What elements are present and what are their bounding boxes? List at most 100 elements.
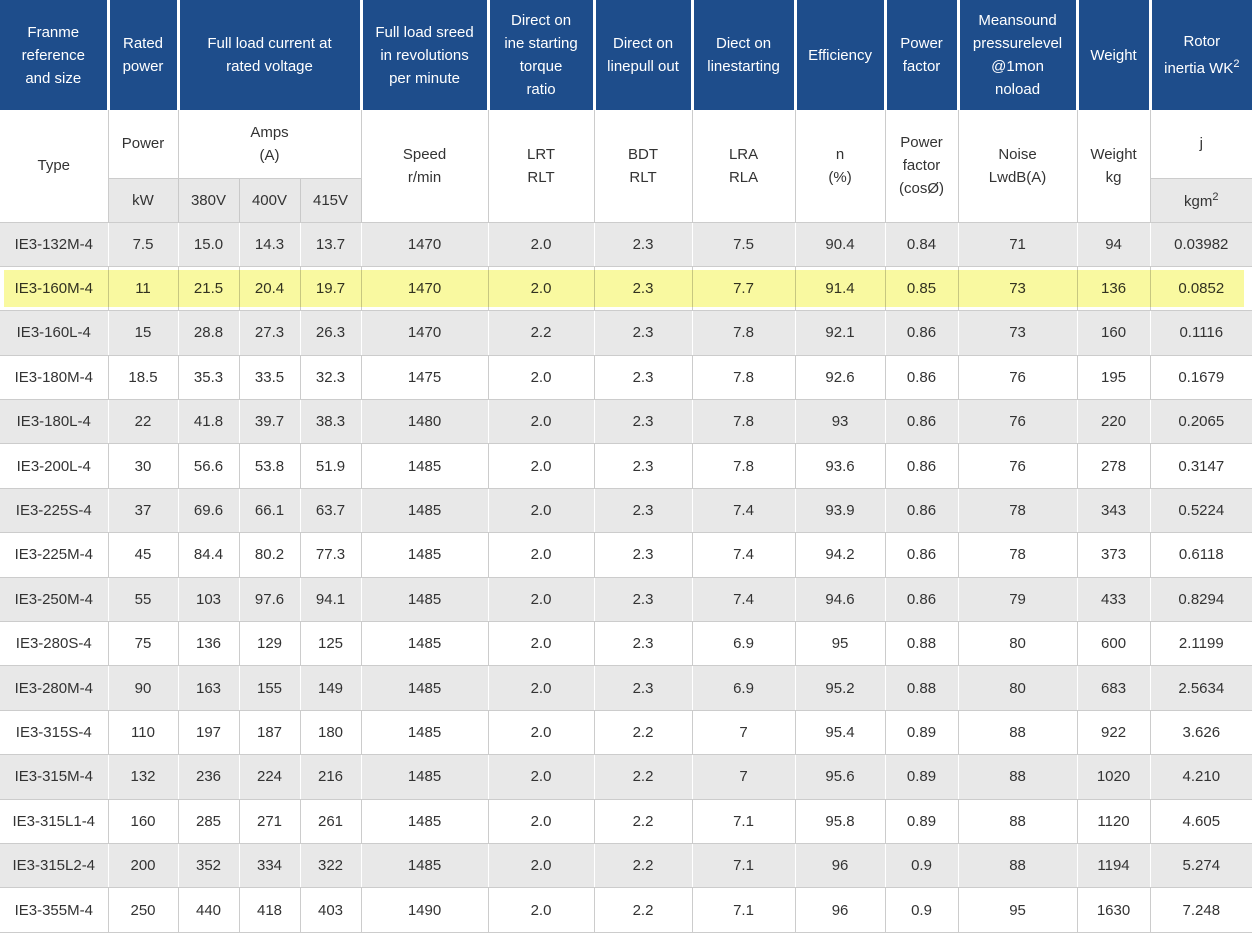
- value-cell: 1485: [361, 532, 489, 578]
- value-cell: 78: [958, 488, 1078, 534]
- superscript-2: 2: [1212, 190, 1219, 203]
- value-cell: 1470: [361, 266, 489, 312]
- rotor-inertia-label: Rotor inertia WK: [1164, 33, 1234, 77]
- subheader-cos-phi: Power factor (cosØ): [885, 110, 959, 223]
- header-row-main: Franme reference and size Rated power Fu…: [0, 0, 1252, 110]
- value-cell: 2.0: [488, 399, 595, 445]
- value-cell: 28.8: [178, 310, 240, 356]
- value-cell: 7: [692, 754, 796, 800]
- value-cell: 95.4: [795, 710, 886, 756]
- value-cell: 7.8: [692, 355, 796, 401]
- value-cell: 2.3: [594, 488, 693, 534]
- value-cell: 19.7: [300, 266, 362, 312]
- header-full-load-current: Full load current at rated voltage: [178, 0, 363, 110]
- header-rated-power: Rated power: [108, 0, 180, 110]
- value-cell: 5.274: [1150, 843, 1252, 889]
- table-row: IE3-280S-4 75 136 129 125 1485 2.0 2.3 6.9 95 0.88…: [0, 621, 1252, 667]
- value-cell: 440: [178, 887, 240, 933]
- value-cell: 93.9: [795, 488, 886, 534]
- value-cell: 0.9: [885, 887, 959, 933]
- value-cell: 2.2: [594, 754, 693, 800]
- value-cell: 4.210: [1150, 754, 1252, 800]
- table-row: IE3-160L-4 15 28.8 27.3 26.3 1470 2.2 2.3 7.8 92.…: [0, 310, 1252, 356]
- value-cell: 94: [1077, 222, 1151, 267]
- value-cell: 343: [1077, 488, 1151, 534]
- value-cell: 3.626: [1150, 710, 1252, 756]
- subheader-efficiency-n: n (%): [795, 110, 886, 223]
- value-cell: 95.2: [795, 665, 886, 711]
- value-cell: 149: [300, 665, 362, 711]
- value-cell: 0.89: [885, 799, 959, 844]
- header-row-sub: Type Power Amps (A) Speed r/min LRT RLT …: [0, 110, 1252, 223]
- value-cell: 0.86: [885, 488, 959, 534]
- value-cell: 78: [958, 532, 1078, 578]
- motor-type-cell: IE3-315L1-4: [0, 799, 109, 844]
- motor-type-cell: IE3-160L-4: [0, 310, 109, 356]
- value-cell: 236: [178, 754, 240, 800]
- value-cell: 200: [108, 843, 179, 889]
- value-cell: 0.86: [885, 355, 959, 401]
- value-cell: 155: [239, 665, 301, 711]
- value-cell: 7.8: [692, 399, 796, 445]
- value-cell: 922: [1077, 710, 1151, 756]
- subheader-type: Type: [0, 110, 109, 223]
- value-cell: 2.0: [488, 355, 595, 401]
- value-cell: 35.3: [178, 355, 240, 401]
- value-cell: 0.86: [885, 310, 959, 356]
- value-cell: 160: [1077, 310, 1151, 356]
- motor-type-cell: IE3-180L-4: [0, 399, 109, 445]
- value-cell: 2.0: [488, 843, 595, 889]
- value-cell: 76: [958, 399, 1078, 445]
- value-cell: 7.5: [692, 222, 796, 267]
- value-cell: 15: [108, 310, 179, 356]
- value-cell: 220: [1077, 399, 1151, 445]
- value-cell: 7.1: [692, 843, 796, 889]
- value-cell: 15.0: [178, 222, 240, 267]
- value-cell: 160: [108, 799, 179, 844]
- table-row: IE3-225S-4 37 69.6 66.1 63.7 1485 2.0 2.3 7.4 93.…: [0, 488, 1252, 534]
- motor-type-cell: IE3-315S-4: [0, 710, 109, 756]
- header-direct-on-line-pullout: Direct on linepull out: [594, 0, 694, 110]
- value-cell: 0.03982: [1150, 222, 1252, 267]
- value-cell: 7.1: [692, 887, 796, 933]
- value-cell: 2.1199: [1150, 621, 1252, 667]
- value-cell: 136: [178, 621, 240, 667]
- subheader-power: Power: [108, 110, 179, 179]
- value-cell: 7.8: [692, 443, 796, 489]
- value-cell: 132: [108, 754, 179, 800]
- value-cell: 97.6: [239, 577, 301, 623]
- value-cell: 2.0: [488, 887, 595, 933]
- value-cell: 95.8: [795, 799, 886, 844]
- value-cell: 187: [239, 710, 301, 756]
- value-cell: 20.4: [239, 266, 301, 312]
- value-cell: 2.3: [594, 443, 693, 489]
- value-cell: 56.6: [178, 443, 240, 489]
- value-cell: 1485: [361, 443, 489, 489]
- value-cell: 2.0: [488, 577, 595, 623]
- value-cell: 403: [300, 887, 362, 933]
- value-cell: 30: [108, 443, 179, 489]
- value-cell: 55: [108, 577, 179, 623]
- value-cell: 22: [108, 399, 179, 445]
- value-cell: 322: [300, 843, 362, 889]
- value-cell: 2.0: [488, 710, 595, 756]
- value-cell: 2.2: [594, 843, 693, 889]
- value-cell: 7.4: [692, 577, 796, 623]
- value-cell: 95.6: [795, 754, 886, 800]
- table-row: IE3-200L-4 30 56.6 53.8 51.9 1485 2.0 2.3 7.8 93.…: [0, 443, 1252, 489]
- value-cell: 1485: [361, 843, 489, 889]
- value-cell: 2.0: [488, 665, 595, 711]
- value-cell: 2.3: [594, 266, 693, 312]
- value-cell: 1490: [361, 887, 489, 933]
- value-cell: 1485: [361, 577, 489, 623]
- value-cell: 278: [1077, 443, 1151, 489]
- value-cell: 92.1: [795, 310, 886, 356]
- value-cell: 77.3: [300, 532, 362, 578]
- value-cell: 41.8: [178, 399, 240, 445]
- value-cell: 2.2: [594, 799, 693, 844]
- value-cell: 90.4: [795, 222, 886, 267]
- value-cell: 1020: [1077, 754, 1151, 800]
- value-cell: 71: [958, 222, 1078, 267]
- value-cell: 261: [300, 799, 362, 844]
